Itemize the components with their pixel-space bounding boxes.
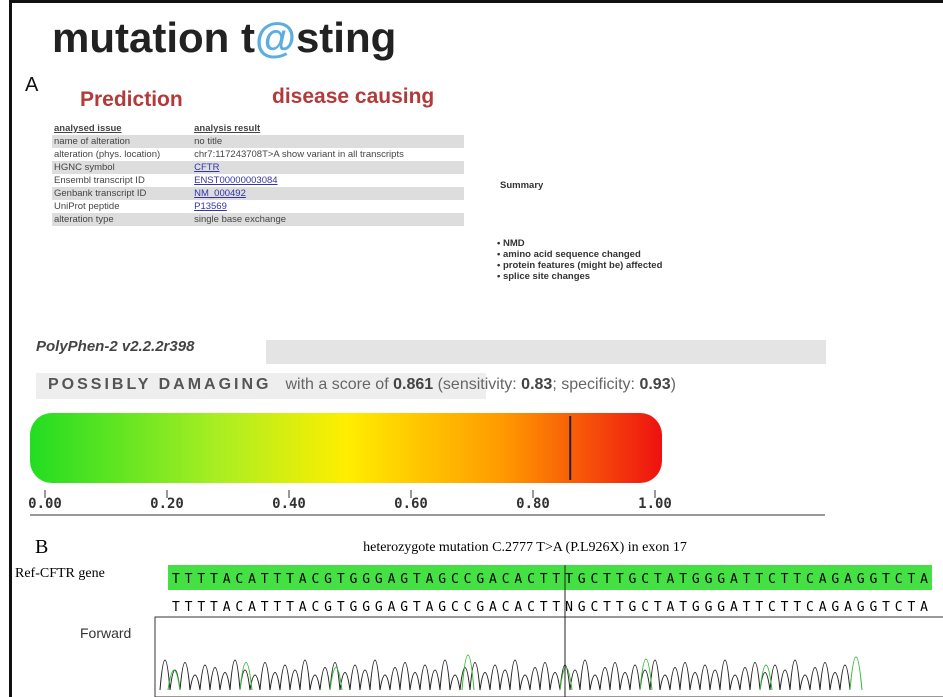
tick-label: 0.60 — [394, 496, 428, 512]
tick-label: 0.80 — [516, 496, 550, 512]
tick-label: 0.40 — [272, 496, 306, 512]
read-label: Forward — [80, 625, 131, 641]
ref-label: Ref-CFTR gene — [15, 566, 105, 581]
read-sequence: TTTTACATTTACGTGGGAGTAGCCGACACTTNGCTTGCTA… — [172, 600, 928, 615]
tick-label: 0.20 — [150, 496, 184, 512]
graphics: B heterozygote mutation C.2777 T>A (P.L9… — [0, 0, 943, 697]
page: mutation t@sting A Prediction disease ca… — [0, 0, 943, 697]
chromatogram-box — [155, 617, 943, 697]
tick-label: 1.00 — [638, 496, 672, 512]
ref-highlight — [168, 565, 932, 590]
chromatogram-trace — [160, 660, 850, 690]
tick-label: 0.00 — [28, 496, 62, 512]
caption: heterozygote mutation C.2777 T>A (P.L926… — [363, 540, 687, 555]
score-gradient — [30, 413, 662, 483]
panel-label: B — [35, 536, 48, 558]
